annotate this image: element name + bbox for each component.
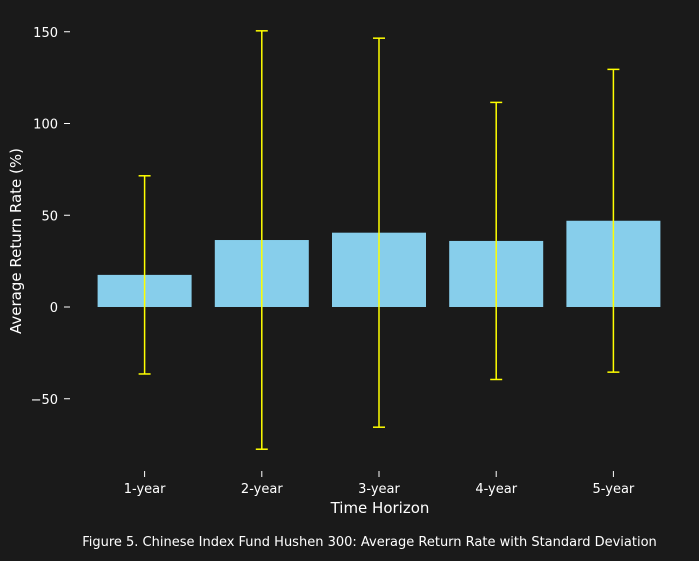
x-tick-label: 3-year bbox=[358, 482, 400, 497]
y-tick-label: −50 bbox=[31, 393, 58, 408]
x-tick-label: 2-year bbox=[241, 482, 283, 497]
y-axis-ticks: 150 100 50 0 −50 bbox=[31, 26, 70, 408]
figure-caption: Figure 5. Chinese Index Fund Hushen 300:… bbox=[82, 535, 657, 550]
x-tick-label: 5-year bbox=[593, 482, 635, 497]
x-axis-ticks: 1-year 2-year 3-year 4-year 5-year bbox=[124, 471, 635, 497]
y-tick-label: 100 bbox=[33, 118, 58, 133]
y-axis-title: Average Return Rate (%) bbox=[7, 148, 25, 334]
y-tick-label: 0 bbox=[50, 301, 58, 316]
x-axis-title: Time Horizon bbox=[330, 499, 430, 517]
error-bars-group bbox=[138, 30, 620, 450]
y-tick-label: 150 bbox=[33, 26, 58, 41]
x-tick-label: 1-year bbox=[124, 482, 166, 497]
y-tick-label: 50 bbox=[41, 209, 58, 224]
x-tick-label: 4-year bbox=[475, 482, 517, 497]
